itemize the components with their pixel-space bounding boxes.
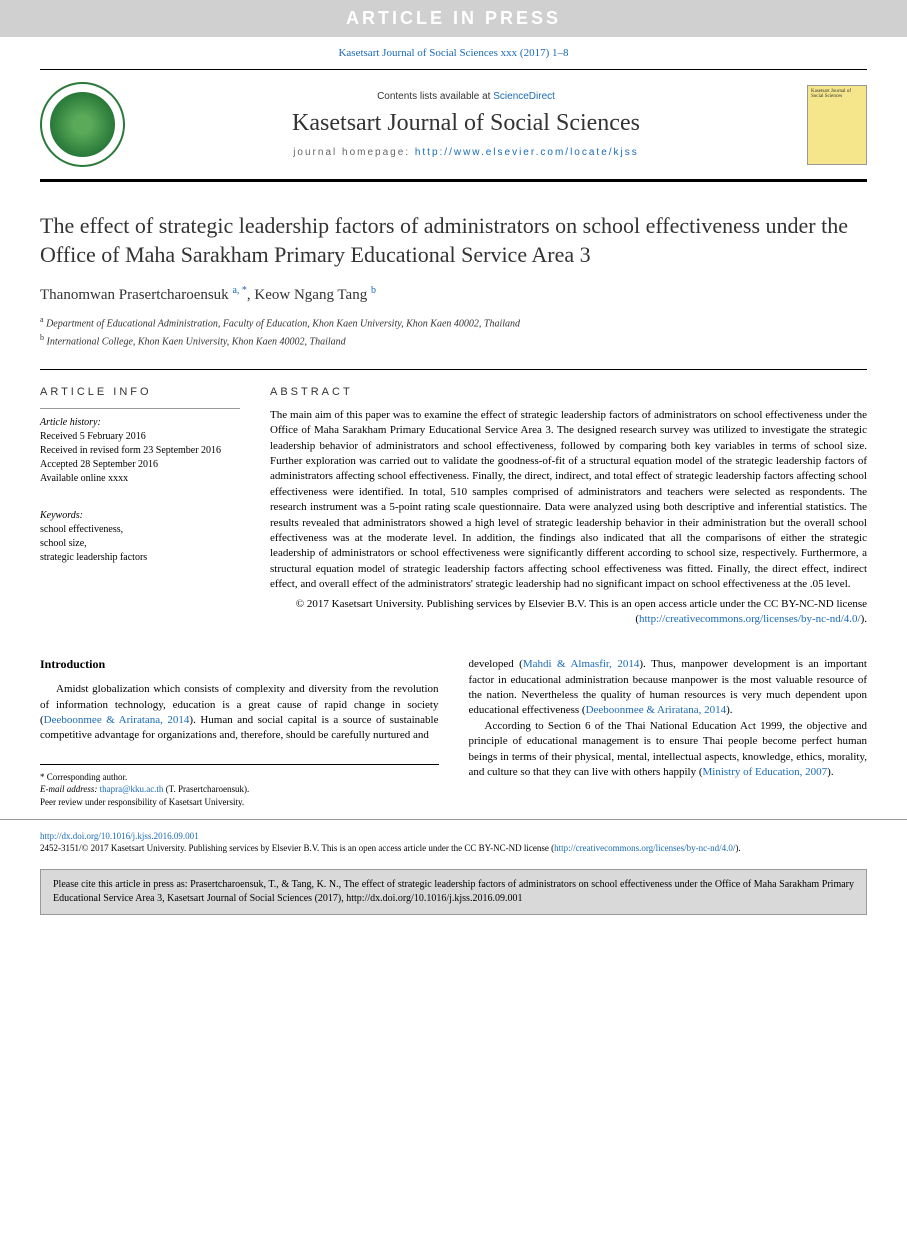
author-2-sup: b bbox=[371, 285, 376, 296]
author-1-name: Thanomwan Prasertcharoensuk bbox=[40, 287, 229, 303]
email-line: E-mail address: thapra@kku.ac.th (T. Pra… bbox=[40, 783, 439, 796]
affiliation-a: Department of Educational Administration… bbox=[46, 319, 520, 330]
keyword-1: school effectiveness, bbox=[40, 523, 240, 537]
license-link[interactable]: http://creativecommons.org/licenses/by-n… bbox=[639, 613, 861, 625]
p3-post: ). bbox=[827, 766, 833, 778]
issn-text: 2452-3151/© 2017 Kasetsart University. P… bbox=[40, 843, 554, 853]
intro-para-2: developed (Mahdi & Almasfir, 2014). Thus… bbox=[469, 657, 868, 719]
history-received: Received 5 February 2016 bbox=[40, 430, 240, 444]
introduction-heading: Introduction bbox=[40, 657, 439, 672]
affiliation-b: International College, Khon Kaen Univers… bbox=[47, 336, 346, 347]
sciencedirect-link[interactable]: ScienceDirect bbox=[493, 91, 555, 102]
info-abstract-row: ARTICLE INFO Article history: Received 5… bbox=[40, 369, 867, 627]
footer-license-link[interactable]: http://creativecommons.org/licenses/by-n… bbox=[554, 843, 735, 853]
keyword-2: school size, bbox=[40, 537, 240, 551]
right-column: developed (Mahdi & Almasfir, 2014). Thus… bbox=[469, 657, 868, 808]
peer-review-note: Peer review under responsibility of Kase… bbox=[40, 796, 439, 809]
citation-link-4[interactable]: Ministry of Education, 2007 bbox=[703, 766, 828, 778]
top-citation: Kasetsart Journal of Social Sciences xxx… bbox=[0, 37, 907, 69]
issn-copyright-line: 2452-3151/© 2017 Kasetsart University. P… bbox=[40, 842, 867, 855]
contents-prefix: Contents lists available at bbox=[377, 91, 493, 102]
intro-para-1: Amidst globalization which consists of c… bbox=[40, 682, 439, 744]
please-cite-box: Please cite this article in press as: Pr… bbox=[40, 869, 867, 915]
keywords-block: Keywords: school effectiveness, school s… bbox=[40, 502, 240, 565]
history-label: Article history: bbox=[40, 417, 240, 428]
article-info-heading: ARTICLE INFO bbox=[40, 386, 240, 398]
article-title: The effect of strategic leadership facto… bbox=[40, 212, 867, 269]
keywords-label: Keywords: bbox=[40, 510, 240, 521]
footnote-block: * Corresponding author. E-mail address: … bbox=[40, 764, 439, 809]
homepage-url-link[interactable]: http://www.elsevier.com/locate/kjss bbox=[415, 147, 639, 158]
citation-link-1[interactable]: Deeboonmee & Ariratana, 2014 bbox=[44, 714, 190, 726]
homepage-label: journal homepage: bbox=[293, 147, 415, 158]
footer-close: ). bbox=[735, 843, 740, 853]
history-accepted: Accepted 28 September 2016 bbox=[40, 458, 240, 472]
history-online: Available online xxxx bbox=[40, 472, 240, 486]
authors-line: Thanomwan Prasertcharoensuk a, *, Keow N… bbox=[40, 285, 867, 304]
homepage-line: journal homepage: http://www.elsevier.co… bbox=[145, 147, 787, 158]
journal-cover-thumbnail: Kasetsart Journal of Social Sciences bbox=[807, 85, 867, 165]
journal-name: Kasetsart Journal of Social Sciences bbox=[145, 110, 787, 137]
article-in-press-banner: ARTICLE IN PRESS bbox=[0, 0, 907, 37]
intro-columns: Introduction Amidst globalization which … bbox=[0, 657, 907, 808]
logo-inner-seal bbox=[50, 92, 115, 157]
abstract-heading: ABSTRACT bbox=[270, 386, 867, 398]
left-column: Introduction Amidst globalization which … bbox=[40, 657, 439, 808]
email-name: (T. Prasertcharoensuk). bbox=[163, 784, 249, 794]
author-2-name: Keow Ngang Tang bbox=[254, 287, 367, 303]
history-block: Article history: Received 5 February 201… bbox=[40, 408, 240, 486]
p2-pre: developed ( bbox=[469, 658, 523, 670]
journal-header: Contents lists available at ScienceDirec… bbox=[40, 69, 867, 182]
affiliations: a Department of Educational Administrati… bbox=[40, 314, 867, 349]
citation-link-2[interactable]: Mahdi & Almasfir, 2014 bbox=[523, 658, 640, 670]
corresponding-author: * Corresponding author. bbox=[40, 771, 439, 784]
abstract-column: ABSTRACT The main aim of this paper was … bbox=[270, 386, 867, 627]
copyright-close: ). bbox=[861, 613, 867, 625]
article-body: The effect of strategic leadership facto… bbox=[0, 182, 907, 627]
university-logo bbox=[40, 82, 125, 167]
footer-doi-block: http://dx.doi.org/10.1016/j.kjss.2016.09… bbox=[0, 819, 907, 855]
contents-available-line: Contents lists available at ScienceDirec… bbox=[145, 91, 787, 102]
article-info-column: ARTICLE INFO Article history: Received 5… bbox=[40, 386, 240, 627]
email-link[interactable]: thapra@kku.ac.th bbox=[100, 784, 164, 794]
email-label: E-mail address: bbox=[40, 784, 100, 794]
doi-link[interactable]: http://dx.doi.org/10.1016/j.kjss.2016.09… bbox=[40, 831, 199, 841]
intro-para-3: According to Section 6 of the Thai Natio… bbox=[469, 719, 868, 781]
p2-post: ). bbox=[726, 704, 732, 716]
abstract-copyright: © 2017 Kasetsart University. Publishing … bbox=[270, 597, 867, 628]
history-revised: Received in revised form 23 September 20… bbox=[40, 444, 240, 458]
header-center: Contents lists available at ScienceDirec… bbox=[145, 91, 787, 158]
author-1-sup: a, * bbox=[232, 285, 246, 296]
keyword-3: strategic leadership factors bbox=[40, 551, 240, 565]
citation-link-3[interactable]: Deeboonmee & Ariratana, 2014 bbox=[586, 704, 727, 716]
abstract-text: The main aim of this paper was to examin… bbox=[270, 408, 867, 593]
aff-b-sup: b bbox=[40, 333, 44, 342]
aff-a-sup: a bbox=[40, 315, 44, 324]
